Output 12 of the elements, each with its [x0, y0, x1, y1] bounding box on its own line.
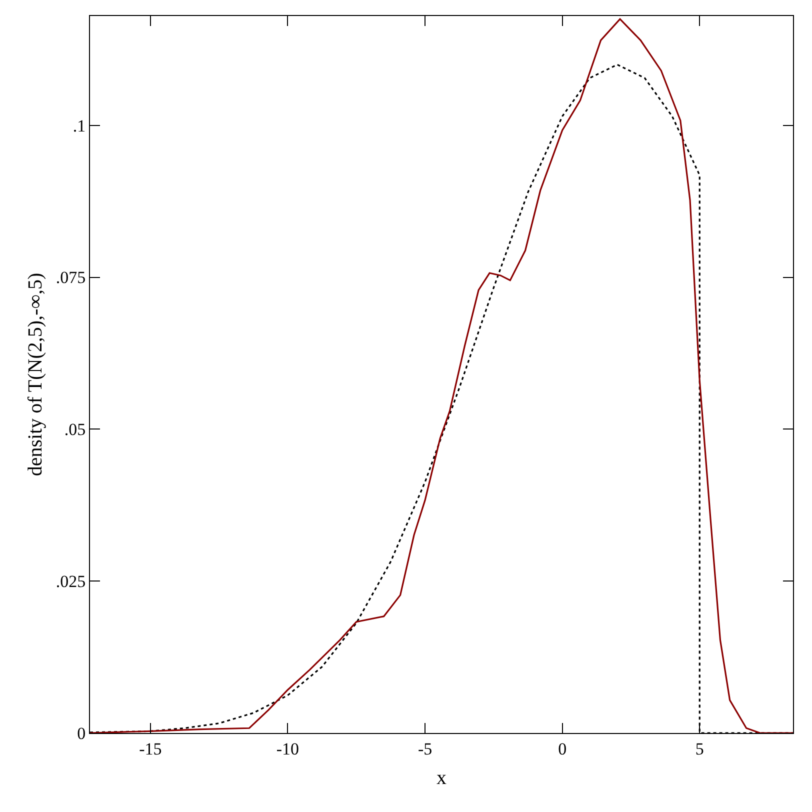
x-tick-label: -5 — [418, 739, 432, 758]
y-tick-label: 0 — [77, 724, 86, 743]
x-tick-label: 0 — [558, 739, 567, 758]
x-axis-title: x — [436, 766, 446, 789]
y-tick-label: .05 — [64, 420, 86, 440]
x-tick-label: -15 — [139, 739, 162, 758]
y-axis-title: density of T(N(2,5),-∞,5) — [24, 272, 46, 476]
y-tick-label: .075 — [56, 268, 86, 288]
y-tick-label: .025 — [56, 572, 86, 592]
x-tick-label: -10 — [276, 739, 300, 758]
y-tick-label: .1 — [72, 116, 86, 136]
x-tick-label: 5 — [695, 739, 704, 758]
